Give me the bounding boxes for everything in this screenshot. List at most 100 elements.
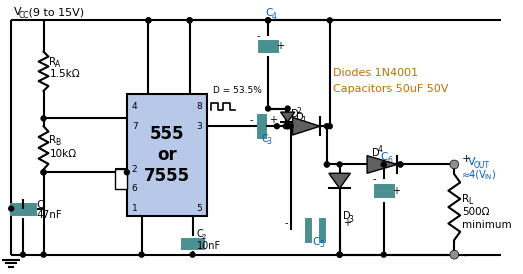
Text: 3: 3 [197,122,202,131]
Text: D: D [297,112,304,122]
Text: 10nF: 10nF [197,241,221,251]
Circle shape [266,18,270,23]
Text: +: + [343,218,350,228]
Text: Diodes 1N4001: Diodes 1N4001 [333,68,418,78]
Circle shape [41,252,46,257]
Circle shape [450,160,459,169]
Circle shape [452,252,457,257]
Circle shape [285,106,290,111]
Circle shape [337,252,342,257]
Circle shape [288,124,293,129]
Circle shape [324,162,329,167]
Bar [115,169,127,189]
Text: 4: 4 [132,102,138,111]
Polygon shape [292,117,320,135]
Circle shape [266,106,270,111]
Circle shape [146,18,151,23]
Circle shape [275,124,279,129]
Text: 4: 4 [272,12,277,21]
Circle shape [398,162,403,167]
Text: C: C [37,200,44,210]
Text: 47nF: 47nF [37,210,62,220]
Text: CC: CC [19,11,29,20]
Text: R: R [50,56,56,67]
Text: 1.5kΩ: 1.5kΩ [50,69,80,79]
Text: D: D [343,212,350,221]
Circle shape [337,162,342,167]
Text: 6: 6 [388,156,393,165]
Text: ): ) [492,169,495,179]
Circle shape [381,162,386,167]
Text: minimum: minimum [462,220,512,230]
Polygon shape [280,112,294,122]
Circle shape [187,18,192,23]
Circle shape [266,18,270,23]
Text: C: C [312,237,320,247]
Circle shape [9,206,14,211]
Circle shape [146,18,151,23]
Text: -: - [250,115,253,125]
Text: 4: 4 [378,145,383,154]
Text: 7: 7 [132,122,138,131]
Circle shape [139,252,144,257]
Text: IN: IN [485,174,492,180]
Text: -: - [372,174,376,184]
Text: 5: 5 [319,240,324,249]
Text: 1: 1 [132,204,138,213]
Circle shape [337,252,342,257]
Text: C: C [381,153,388,162]
Polygon shape [367,156,397,173]
Text: 2: 2 [297,107,301,116]
Text: L: L [468,197,472,206]
Text: D: D [291,109,298,119]
Text: 3: 3 [266,137,271,146]
Text: B: B [55,138,61,147]
Text: +: + [392,186,400,196]
Text: 2: 2 [201,234,206,240]
Text: OUT: OUT [474,161,490,170]
Circle shape [327,124,332,129]
Text: 10kΩ: 10kΩ [50,149,76,159]
Text: C: C [261,134,268,144]
Circle shape [41,170,46,175]
Text: +: + [276,41,284,51]
Circle shape [452,162,457,167]
Text: +: + [462,153,472,164]
Text: 500Ω: 500Ω [462,207,490,218]
Circle shape [324,124,329,129]
Circle shape [190,252,195,257]
Circle shape [285,124,290,129]
Text: C: C [265,8,272,18]
Circle shape [327,18,332,23]
Text: +: + [269,115,277,125]
Polygon shape [329,173,350,188]
Text: ≈4(V: ≈4(V [462,169,487,179]
Text: R: R [50,135,56,145]
Text: -: - [257,31,260,41]
Circle shape [337,252,342,257]
Circle shape [450,250,459,259]
Circle shape [398,162,403,167]
Circle shape [41,116,46,121]
Circle shape [187,18,192,23]
Circle shape [41,170,46,175]
Text: 8: 8 [197,102,202,111]
Text: 5: 5 [197,204,202,213]
Circle shape [285,124,290,129]
Circle shape [381,252,386,257]
Text: A: A [55,60,61,69]
Text: V: V [14,7,22,18]
Text: 1: 1 [301,116,306,125]
Text: C: C [197,229,203,239]
Circle shape [124,170,129,175]
Circle shape [283,124,288,129]
Bar [127,94,207,216]
Text: 555
or
7555: 555 or 7555 [144,125,190,185]
Text: -: - [284,218,288,228]
Text: R: R [462,194,469,204]
Text: 6: 6 [132,184,138,193]
Circle shape [20,252,26,257]
Text: Capacitors 50uF 50V: Capacitors 50uF 50V [333,84,448,94]
Text: D = 53.5%: D = 53.5% [213,86,262,95]
Text: D: D [372,148,380,158]
